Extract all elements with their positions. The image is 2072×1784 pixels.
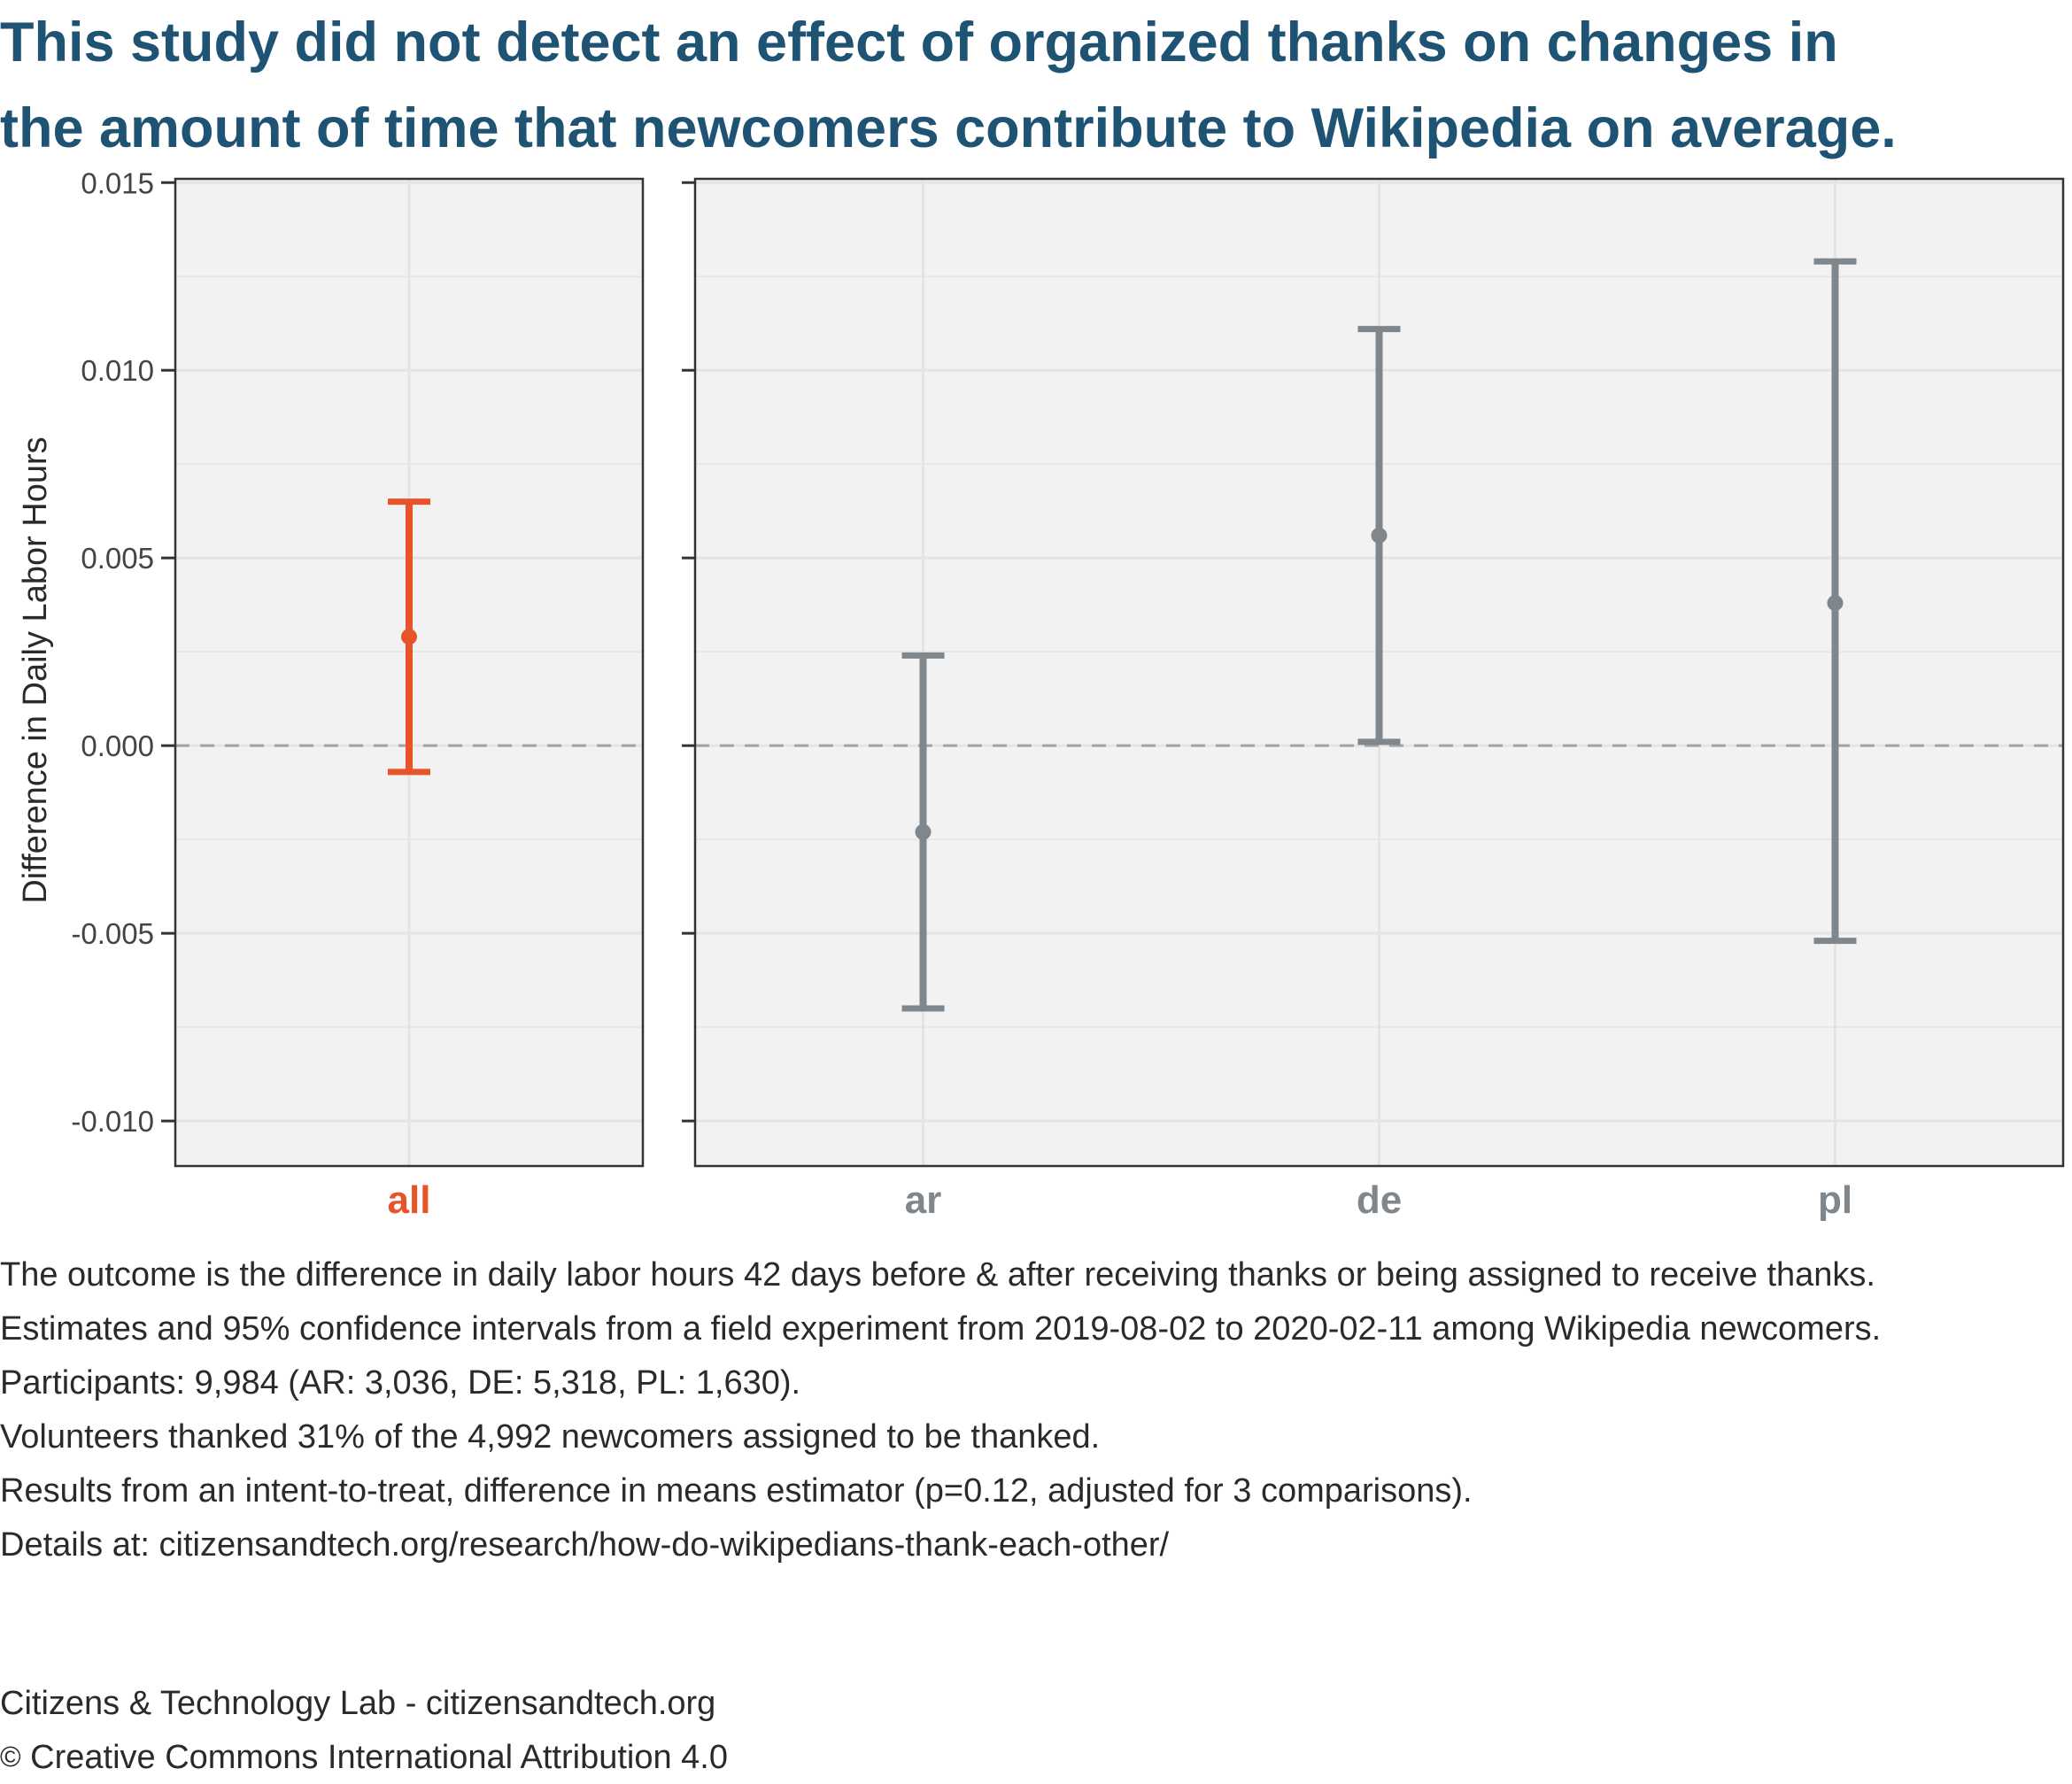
- x-tick-label-all: all: [388, 1178, 431, 1222]
- caption-volunteers: Volunteers thanked 31% of the 4,992 newc…: [0, 1418, 1101, 1456]
- point-estimate: [401, 629, 417, 645]
- x-tick-label-ar: ar: [905, 1178, 942, 1222]
- footer-license-line: © Creative Commons International Attribu…: [0, 1730, 2072, 1784]
- y-tick-label: 0.000: [81, 730, 154, 762]
- chart-title: This study did not detect an effect of o…: [0, 0, 2063, 172]
- panel-border: [693, 177, 2065, 1168]
- y-tick-label: 0.015: [81, 168, 154, 199]
- error-bar-de: [1357, 326, 1401, 745]
- caption-method: Results from an intent-to-treat, differe…: [0, 1472, 1473, 1510]
- caption-details-link: Details at: citizensandtech.org/research…: [0, 1526, 1170, 1564]
- error-bar-chart: Difference in Daily Labor Hours all ar de p…: [17, 168, 2065, 1222]
- y-tick-label: 0.005: [81, 542, 154, 575]
- caption-participants: Participants: 9,984 (AR: 3,036, DE: 5,31…: [0, 1364, 801, 1402]
- y-tick-label: -0.010: [71, 1105, 154, 1138]
- chart-title-line-2: the amount of time that newcomers contri…: [0, 97, 1897, 159]
- panel-border: [174, 177, 645, 1168]
- copyright-icon: ©: [0, 1741, 21, 1772]
- footer-lab: Citizens & Technology Lab - citizensandt…: [0, 1685, 716, 1722]
- y-tick-label: -0.005: [71, 917, 154, 950]
- error-bar-pl: [1813, 258, 1857, 945]
- caption-estimates: Estimates and 95% confidence intervals f…: [0, 1310, 1882, 1348]
- chart-title-line-1: This study did not detect an effect of o…: [0, 12, 1838, 73]
- caption-outcome: The outcome is the difference in daily l…: [0, 1256, 1875, 1294]
- footer-license: Creative Commons International Attributi…: [30, 1739, 728, 1776]
- y-tick-label: 0.010: [81, 354, 154, 387]
- error-bar-all: [388, 498, 430, 776]
- point-estimate: [1371, 527, 1388, 544]
- caption-notes: The outcome is the difference in daily l…: [0, 1248, 2072, 1572]
- error-bar-ar: [901, 652, 945, 1012]
- footer: Citizens & Technology Lab - citizensandt…: [0, 1677, 2072, 1784]
- x-tick-label-de: de: [1357, 1178, 1402, 1222]
- y-axis-label: Difference in Daily Labor Hours: [17, 436, 54, 903]
- panel-languages: ar de pl: [693, 177, 2065, 1222]
- point-estimate: [1827, 595, 1844, 612]
- panel-all: all: [174, 177, 645, 1222]
- point-estimate: [915, 823, 932, 840]
- x-tick-label-pl: pl: [1818, 1178, 1852, 1222]
